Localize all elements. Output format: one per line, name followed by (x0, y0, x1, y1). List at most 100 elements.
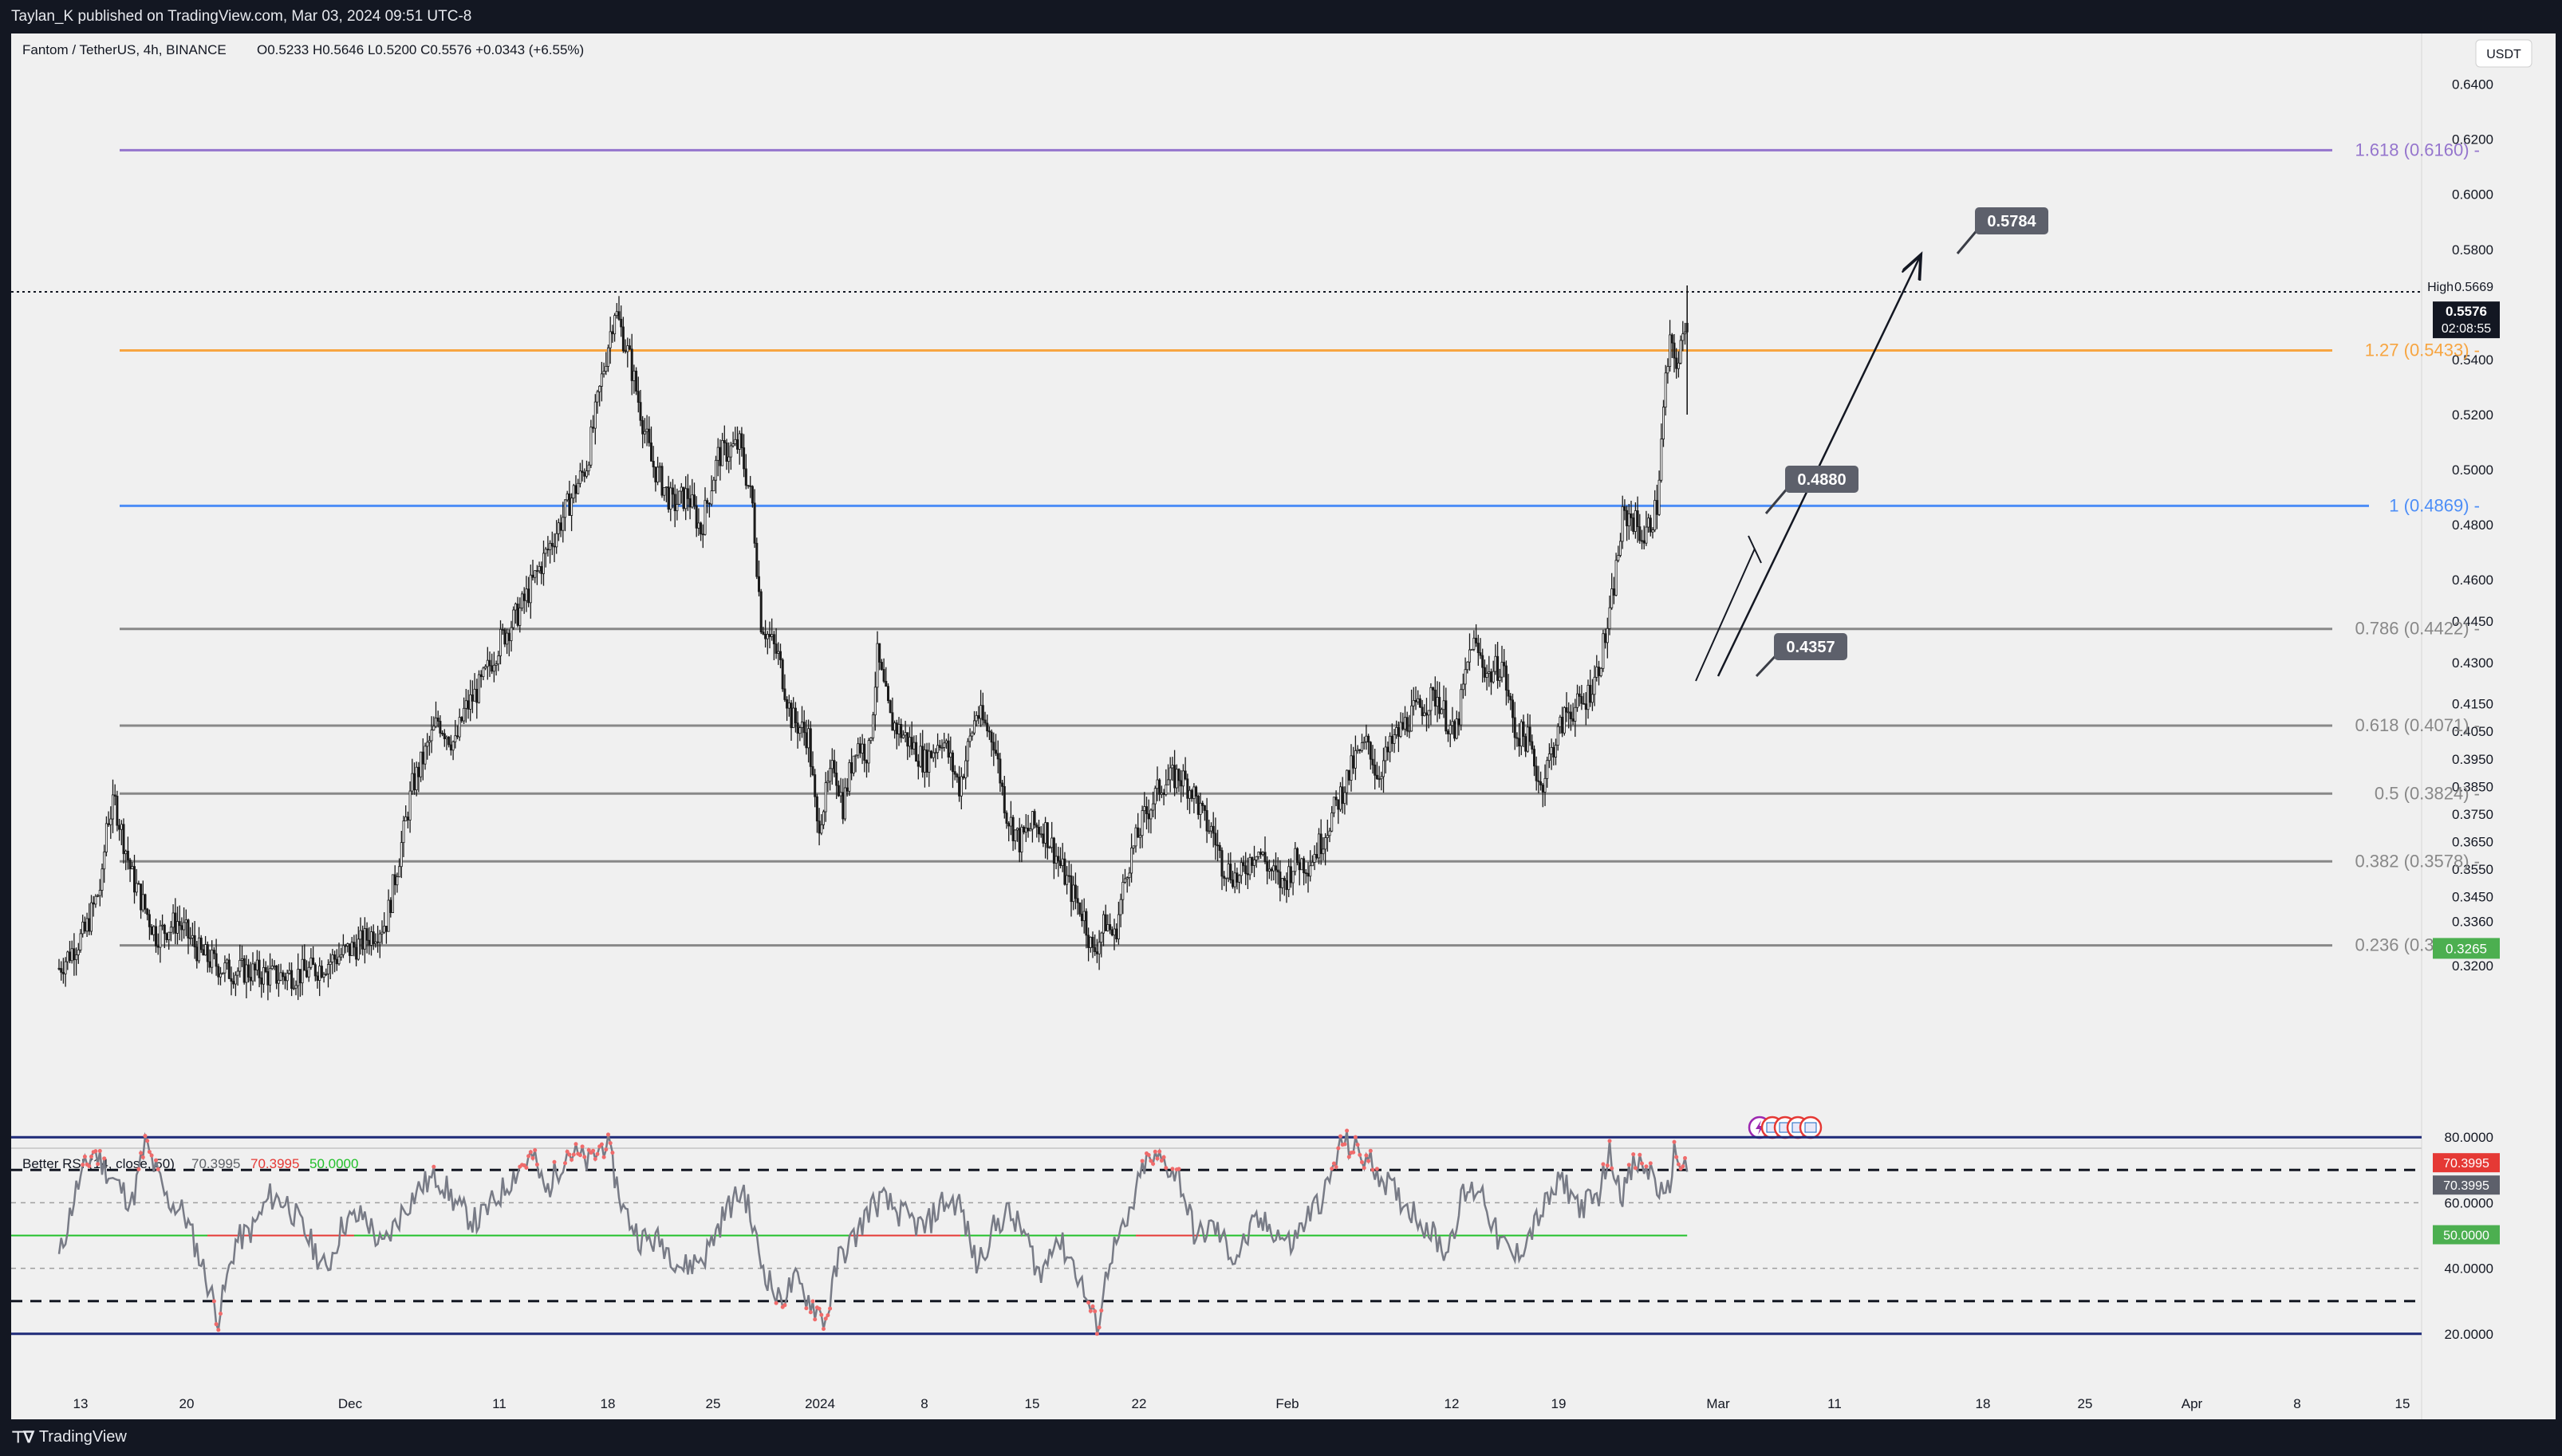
rsi-extreme-point (1161, 1155, 1166, 1159)
candle-body (112, 794, 115, 820)
candle-body (1330, 813, 1334, 832)
candle-body (1436, 697, 1439, 707)
price-tick-label: 0.5400 (2452, 352, 2493, 368)
candle-body (592, 427, 595, 429)
price-tick-label: 0.3850 (2452, 779, 2493, 794)
price-callout[interactable] (1975, 207, 2048, 234)
candle-body (396, 876, 399, 886)
price-tick-label: 0.4600 (2452, 573, 2493, 588)
candle-body (361, 930, 365, 950)
candle-body (710, 490, 713, 505)
candle-body (1677, 362, 1680, 369)
rsi-extreme-point (1097, 1325, 1102, 1330)
candle-body (1095, 951, 1098, 954)
low-price-badge (2433, 938, 2500, 959)
rsi-value-c: 50.0000 (309, 1156, 358, 1171)
candle-body (1552, 746, 1555, 758)
candle-body (645, 428, 648, 432)
candle-body (996, 753, 999, 760)
candle-body (156, 945, 160, 948)
candle-body (522, 593, 526, 601)
rsi-extreme-point (563, 1161, 567, 1166)
rsi-extreme-point (1374, 1167, 1379, 1171)
candle-body (275, 965, 278, 984)
trend-line[interactable] (1695, 548, 1756, 682)
candle-body (497, 655, 500, 665)
price-chart[interactable]: Fantom / TetherUS, 4h, BINANCE O0.5233 H0… (11, 33, 2556, 1419)
candle-body (1102, 914, 1106, 934)
candle-body (443, 733, 446, 739)
price-callout[interactable] (1785, 466, 1858, 493)
rsi-extreme-point (1331, 1161, 1336, 1166)
candle-body (242, 958, 246, 983)
candle-body (331, 954, 334, 962)
candle-body (1472, 637, 1476, 650)
candle-body (572, 485, 575, 499)
candle-body (372, 931, 375, 944)
candle-body (1201, 802, 1204, 806)
candle-body (869, 738, 873, 742)
candle-body (716, 447, 719, 461)
candle-body (555, 533, 558, 548)
rsi-extreme-point (595, 1151, 600, 1156)
rsi-extreme-point (1351, 1150, 1356, 1155)
candle-body (1184, 770, 1187, 780)
candle-body (824, 782, 827, 813)
candle-body (303, 958, 306, 971)
rsi-extreme-point (145, 1139, 150, 1143)
price-tick-label: 0.3360 (2452, 915, 2493, 930)
candle-body (695, 505, 698, 529)
candle-body (132, 866, 136, 893)
publish-info: Taylan_K published on TradingView.com, M… (11, 8, 472, 25)
candle-body (564, 499, 567, 518)
candle-body (766, 634, 769, 639)
candle-body (540, 565, 543, 574)
candle-body (464, 700, 467, 709)
candle-body (1109, 924, 1112, 931)
candle-body (1175, 769, 1178, 789)
candle-body (613, 315, 617, 335)
price-callout[interactable] (1774, 633, 1847, 660)
candle-body (1255, 856, 1258, 860)
candle-body (1630, 513, 1633, 518)
candle-body (723, 440, 726, 443)
candle-body (402, 820, 405, 844)
tradingview-brand[interactable]: ⊤∇ TradingView (11, 1427, 127, 1447)
candle-body (641, 419, 644, 435)
candle-body (912, 742, 916, 750)
candle-body (688, 498, 692, 508)
candle-body (184, 919, 187, 923)
candle-body (337, 956, 341, 965)
candle-body (428, 740, 431, 743)
rsi-extreme-point (89, 1155, 93, 1159)
candle-body (680, 486, 683, 492)
candle-body (880, 662, 883, 670)
currency-badge[interactable] (2475, 39, 2532, 68)
candle-body (421, 751, 424, 765)
candle-body (283, 976, 286, 982)
candle-body (353, 942, 356, 948)
candle-body (1481, 655, 1484, 668)
candle-body (238, 959, 242, 972)
candle-body (630, 348, 633, 381)
candle-body (411, 773, 414, 792)
candle-body (189, 937, 192, 939)
candle-body (174, 912, 177, 934)
candle-body (514, 603, 517, 611)
rsi-value-badge-label: 70.3995 (2443, 1157, 2489, 1171)
candle-body (1645, 526, 1648, 544)
candle-body (1401, 722, 1405, 730)
rsi-extreme-point (1610, 1166, 1614, 1171)
candle-body (854, 754, 857, 757)
candle-body (456, 735, 459, 738)
candle-body (1466, 661, 1469, 671)
chart-area[interactable]: Fantom / TetherUS, 4h, BINANCE O0.5233 H0… (11, 33, 2556, 1419)
candle-body (270, 966, 274, 970)
candle-body (1410, 705, 1413, 732)
candle-body (1224, 877, 1228, 880)
candle-body (1619, 541, 1622, 556)
candle-body (872, 714, 875, 738)
candle-body (1647, 517, 1650, 528)
rsi-extreme-point (1342, 1142, 1347, 1147)
candle-body (777, 651, 780, 654)
